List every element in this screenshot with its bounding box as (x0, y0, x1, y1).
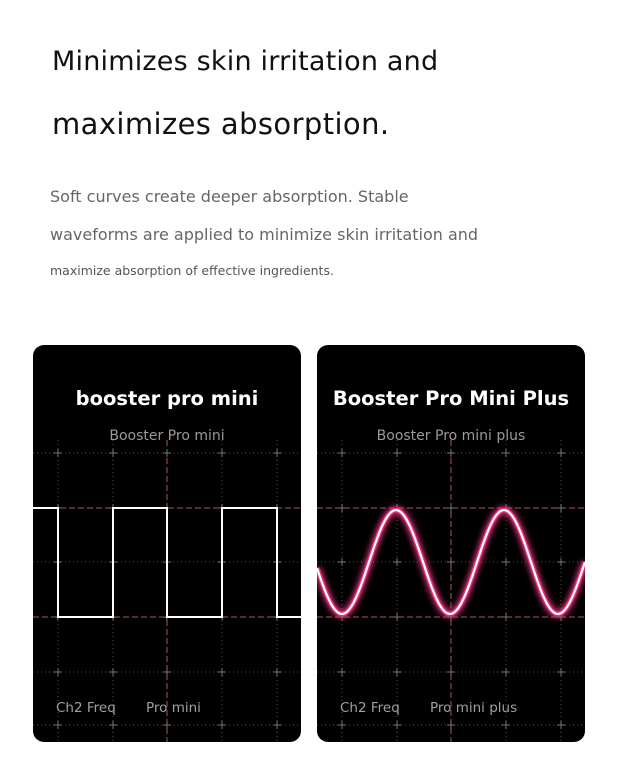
grid-tick (502, 613, 510, 621)
grid-tick (502, 449, 510, 457)
grid-tick (109, 668, 117, 676)
grid-tick (338, 558, 346, 566)
description-line-2: waveforms are applied to minimize skin i… (50, 225, 479, 244)
square-waveform-graph (33, 440, 301, 742)
grid-tick (218, 668, 226, 676)
grid-tick (338, 668, 346, 676)
card-subtitle: Booster Pro mini (109, 428, 225, 444)
grid-tick (54, 721, 62, 729)
grid-tick (393, 613, 401, 621)
grid-tick (393, 721, 401, 729)
grid-tick (557, 504, 565, 512)
card-title: booster pro mini (75, 387, 259, 410)
grid-tick (338, 721, 346, 729)
grid-tick (447, 558, 455, 566)
grid-tick (557, 721, 565, 729)
grid-tick (109, 721, 117, 729)
grid-tick (109, 449, 117, 457)
grid-tick (273, 721, 281, 729)
model-label: Pro mini plus (430, 700, 518, 716)
grid-tick (447, 721, 455, 729)
channel-label: Ch2 Freq (56, 700, 116, 716)
grid-tick (447, 449, 455, 457)
grid-tick (54, 449, 62, 457)
card-booster-pro-mini-plus: Booster Pro Mini Plus Booster Pro mini p… (317, 345, 585, 742)
grid-tick (447, 668, 455, 676)
grid-tick (338, 449, 346, 457)
grid-tick (338, 504, 346, 512)
grid-tick (393, 668, 401, 676)
grid-tick (218, 449, 226, 457)
description-line-1: Soft curves create deeper absorption. St… (50, 187, 409, 206)
heading-line-2: maximizes absorption. (52, 107, 390, 141)
grid-tick (273, 449, 281, 457)
grid-tick (54, 668, 62, 676)
grid-tick (273, 668, 281, 676)
grid-tick (502, 668, 510, 676)
grid-tick (163, 668, 171, 676)
grid-tick (502, 721, 510, 729)
sine-waveform-graph (317, 440, 585, 742)
grid-tick (557, 558, 565, 566)
grid-tick (163, 449, 171, 457)
model-label: Pro mini (146, 700, 201, 716)
grid-tick (557, 668, 565, 676)
card-title: Booster Pro Mini Plus (332, 387, 570, 410)
description-line-3: maximize absorption of effective ingredi… (50, 263, 334, 278)
square-wave (33, 507, 301, 618)
card-subtitle: Booster Pro mini plus (376, 428, 526, 444)
sine-wave (317, 509, 585, 615)
card-booster-pro-mini: booster pro mini Booster Pro mini Ch2 Fr… (33, 345, 301, 742)
channel-label: Ch2 Freq (340, 700, 400, 716)
grid-tick (218, 721, 226, 729)
grid-tick (502, 558, 510, 566)
grid-tick (393, 449, 401, 457)
grid-tick (393, 558, 401, 566)
grid-tick (163, 721, 171, 729)
grid-tick (557, 449, 565, 457)
grid-tick (447, 504, 455, 512)
heading-line-1: Minimizes skin irritation and (52, 46, 439, 77)
